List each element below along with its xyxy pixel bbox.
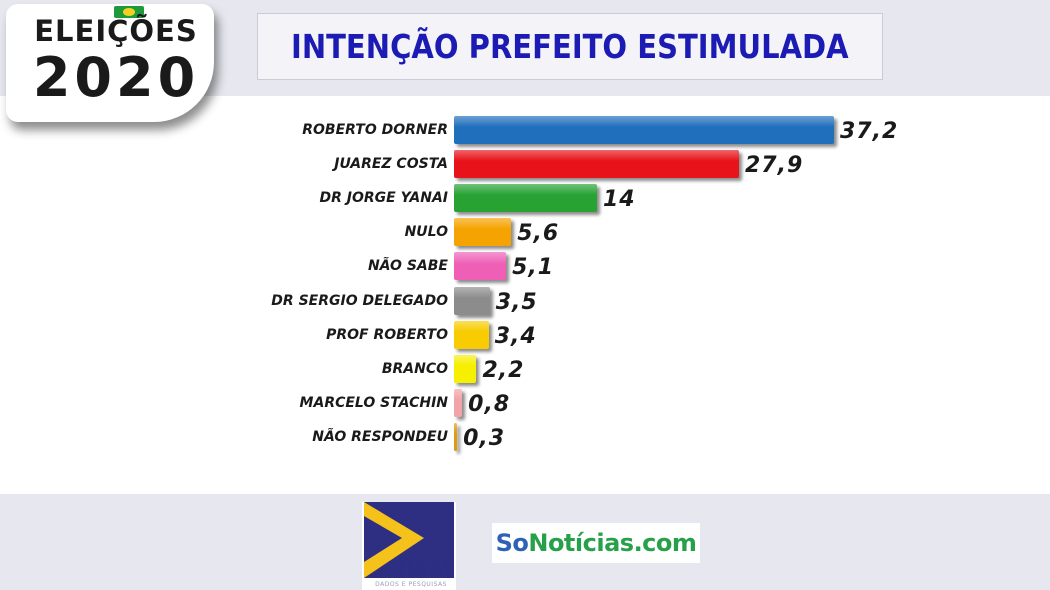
value-label: 14 [603, 187, 636, 213]
category-label: NULO [404, 224, 448, 241]
category-label: PROF ROBERTO [326, 326, 448, 343]
sonoticias-logo: So Notícias.com [492, 523, 700, 563]
category-label: BRANCO [381, 360, 448, 377]
chart-title: INTENÇÃO PREFEITO ESTIMULADA [291, 27, 849, 66]
value-label: 27,9 [745, 153, 804, 179]
chart-title-box: INTENÇÃO PREFEITO ESTIMULADA [257, 13, 883, 80]
value-label: 0,8 [468, 391, 511, 417]
bar-chart: ROBERTO DORNER 37,2 JUAREZ COSTA 27,9 DR JOR… [271, 116, 899, 451]
category-label: DR SERGIO DELEGADO [271, 292, 448, 309]
real-logo-subtitle: DADOS E PESQUISAS [375, 581, 447, 588]
sonoticias-logo-part2: Notícias.com [528, 529, 697, 557]
badge-year: 2020 [32, 46, 200, 109]
bar [454, 252, 507, 281]
value-label: 2,2 [482, 357, 525, 383]
bar [454, 422, 458, 451]
bar [454, 218, 512, 247]
eleicoes-2020-badge: ELEIÇÕES 2020 [6, 4, 214, 122]
value-label: 5,6 [517, 221, 560, 247]
bar [454, 150, 739, 179]
bar [454, 320, 489, 349]
badge-title: ELEIÇÕES [34, 14, 198, 48]
real-logo-text: Real [398, 553, 450, 581]
category-label: MARCELO STACHIN [299, 394, 448, 411]
bar [454, 116, 834, 144]
value-label: 0,3 [463, 425, 506, 451]
bar [454, 388, 463, 417]
real-pesquisas-logo [362, 502, 456, 590]
category-label: ROBERTO DORNER [302, 122, 448, 138]
value-label: 5,1 [512, 255, 555, 281]
category-label: DR JORGE YANAI [319, 190, 449, 207]
category-label: JUAREZ COSTA [334, 156, 448, 173]
value-label: 3,5 [495, 289, 538, 315]
sonoticias-logo-part1: So [495, 529, 529, 557]
category-label: NÃO RESPONDEU [312, 428, 448, 445]
bar [454, 184, 597, 213]
category-label: NÃO SABE [367, 258, 448, 275]
brazil-flag-icon [114, 6, 144, 18]
bar [454, 286, 490, 315]
value-label: 37,2 [840, 119, 899, 144]
value-label: 3,4 [494, 323, 537, 349]
bar [454, 354, 477, 383]
